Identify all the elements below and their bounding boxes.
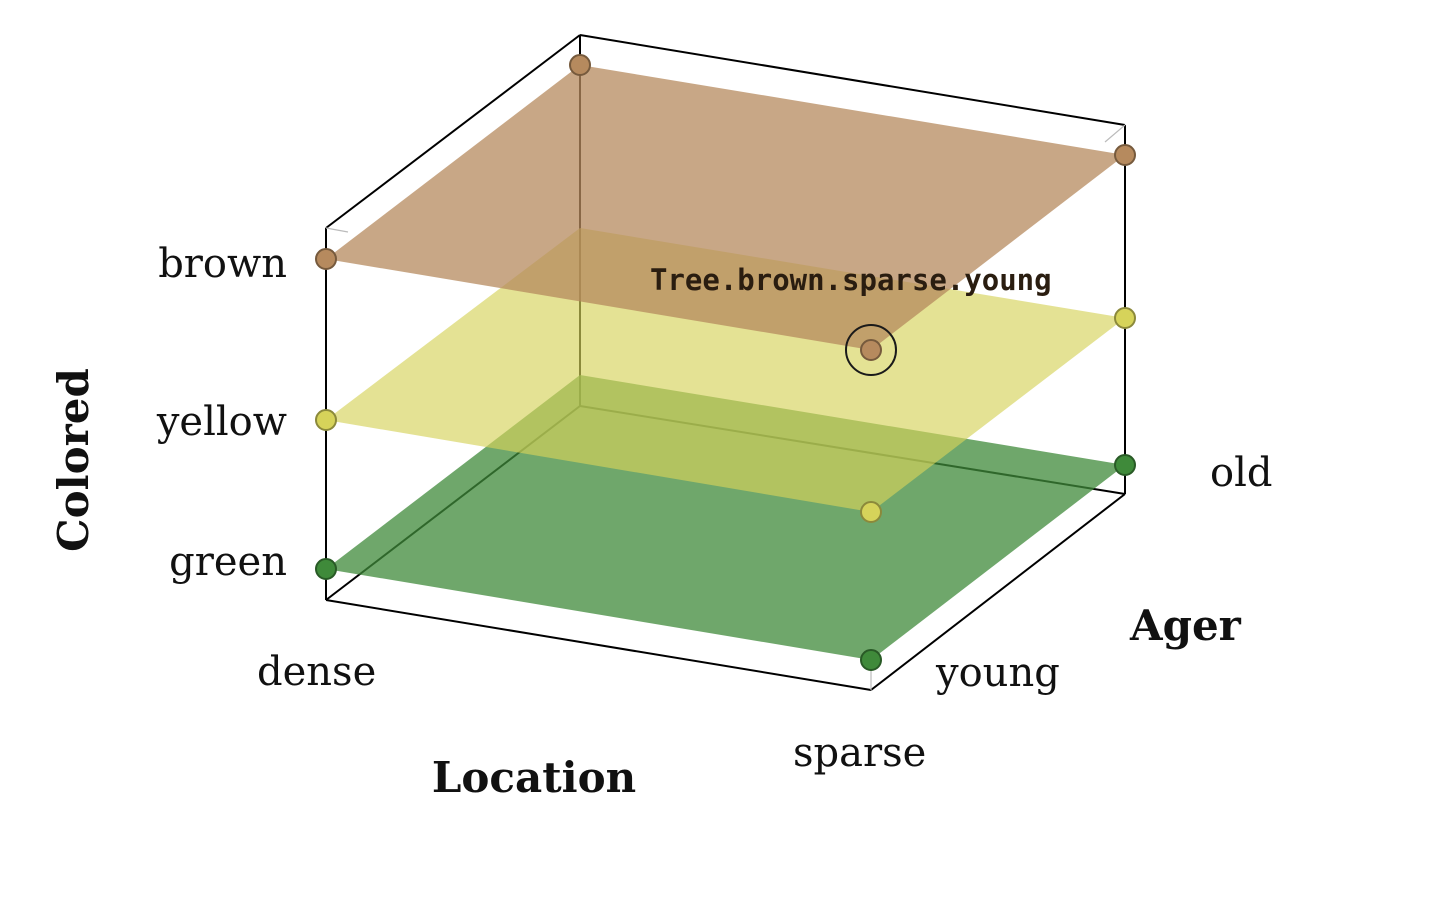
highlight-ring bbox=[845, 324, 897, 376]
level-label-dense: dense bbox=[257, 649, 376, 695]
dot-green-sparse-old bbox=[1114, 454, 1136, 476]
level-label-yellow: yellow bbox=[156, 399, 287, 445]
dot-yellow-dense-young bbox=[315, 409, 337, 431]
dot-yellow-sparse-old bbox=[1114, 307, 1136, 329]
dot-brown-dense-young bbox=[315, 248, 337, 270]
cube-front-edges bbox=[325, 125, 1126, 691]
axis-title-colored: Colored bbox=[49, 368, 98, 552]
dot-yellow-sparse-young bbox=[860, 501, 882, 523]
brown-layer bbox=[326, 65, 1125, 350]
dot-green-dense-young bbox=[315, 558, 337, 580]
level-label-green: green bbox=[169, 539, 287, 585]
dot-brown-sparse-young bbox=[860, 339, 882, 361]
level-label-young: young bbox=[935, 650, 1060, 696]
vertex-dots bbox=[315, 54, 1136, 671]
dot-brown-sparse-old bbox=[1114, 144, 1136, 166]
dot-green-sparse-young bbox=[860, 649, 882, 671]
level-label-old: old bbox=[1210, 450, 1272, 496]
axis-title-ager: Ager bbox=[1129, 601, 1242, 650]
dot-brown-dense-old bbox=[569, 54, 591, 76]
axis-title-location: Location bbox=[432, 753, 636, 802]
level-label-sparse: sparse bbox=[793, 730, 926, 776]
level-label-brown: brown bbox=[158, 241, 287, 287]
highlight-label: Tree.brown.sparse.young bbox=[650, 263, 1052, 297]
